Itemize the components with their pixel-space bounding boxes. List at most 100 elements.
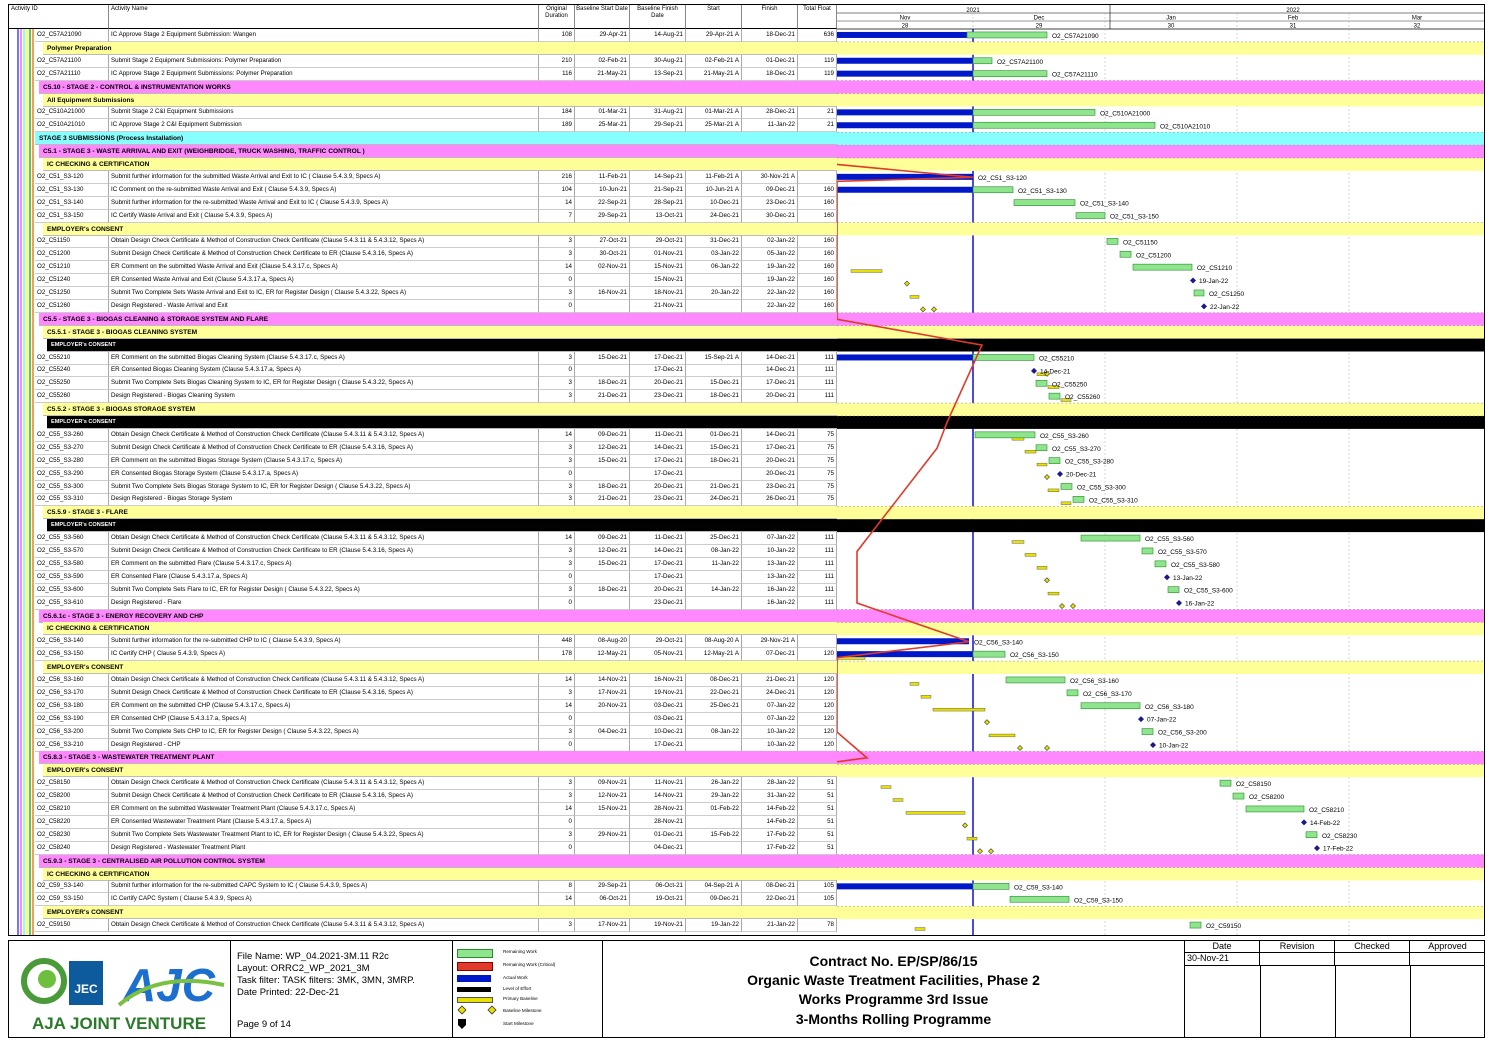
remaining-bar[interactable] [1167, 586, 1180, 593]
activity-row[interactable]: O2_C51_S3-140 Submit further information … [9, 196, 837, 210]
wbs-band[interactable]: C5.8.3 - STAGE 3 - WASTEWATER TREATMENT … [39, 751, 837, 765]
wbs-band[interactable]: EMPLOYER's CONSENT [43, 906, 837, 920]
wbs-band[interactable]: C5.9.3 - STAGE 3 - CENTRALISED AIR POLLU… [39, 854, 837, 868]
remaining-bar[interactable] [972, 109, 1096, 116]
actual-bar[interactable] [837, 638, 969, 645]
wbs-band[interactable]: EMPLOYER's CONSENT [47, 416, 837, 429]
remaining-bar[interactable] [966, 31, 1048, 39]
wbs-band[interactable]: IC CHECKING & CERTIFICATION [43, 622, 837, 636]
activity-row[interactable]: O2_C55_S3-610 Design Registered - Flare 0 2… [9, 596, 837, 610]
activity-row[interactable]: O2_C58240 Design Registered - Wastewater … [9, 841, 837, 855]
remaining-bar[interactable] [1005, 676, 1066, 684]
activity-row[interactable]: O2_C51210 ER Comment on the submitted Was… [9, 261, 837, 275]
remaining-bar[interactable] [1009, 895, 1070, 903]
wbs-band[interactable]: IC CHECKING & CERTIFICATION [43, 867, 837, 881]
remaining-bar[interactable] [1232, 792, 1245, 800]
activity-row[interactable]: O2_C51260 Design Registered - Waste Arriv… [9, 299, 837, 313]
activity-row[interactable]: O2_C55_S3-290 ER Consented Biogas Storage… [9, 467, 837, 481]
remaining-bar[interactable] [972, 121, 1156, 129]
remaining-bar[interactable] [1119, 250, 1132, 258]
activity-row[interactable]: O2_C56_S3-160 Obtain Design Check Certifi… [9, 674, 837, 687]
col-activity-id-header[interactable]: Activity ID [9, 5, 109, 29]
remaining-bar[interactable] [972, 57, 993, 65]
actual-bar[interactable] [837, 109, 973, 116]
activity-row[interactable]: O2_C55_S3-270 Submit Design Check Certifi… [9, 441, 837, 455]
remaining-bar[interactable] [1189, 921, 1202, 929]
actual-bar[interactable] [837, 31, 967, 38]
activity-row[interactable]: O2_C56_S3-190 ER Consented CHP (Clause 5.… [9, 712, 837, 726]
activity-row[interactable]: O2_C55_S3-260 Obtain Design Check Certifi… [9, 428, 837, 442]
activity-row[interactable]: O2_C57A21100 Submit Stage 2 Equipment Sub… [9, 54, 837, 68]
activity-row[interactable]: O2_C55_S3-570 Submit Design Check Certifi… [9, 545, 837, 558]
activity-row[interactable]: O2_C55250 Submit Two Complete Sets Biogas… [9, 377, 837, 391]
remaining-bar[interactable] [1080, 534, 1141, 542]
activity-row[interactable]: O2_C58230 Submit Two Complete Sets Wastew… [9, 828, 837, 842]
wbs-band[interactable]: EMPLOYER's CONSENT [47, 338, 837, 352]
activity-row[interactable]: O2_C58200 Submit Design Check Certificate… [9, 790, 837, 804]
activity-row[interactable]: O2_C55260 Design Registered - Biogas Clea… [9, 390, 837, 404]
wbs-band[interactable]: C5.6.1c - STAGE 3 - ENERGY RECOVERY AND … [39, 609, 837, 623]
actual-bar[interactable] [837, 186, 973, 193]
activity-row[interactable]: O2_C55_S3-310 Design Registered - Biogas … [9, 493, 837, 507]
milestone[interactable] [1057, 471, 1063, 478]
activity-row[interactable]: O2_C51240 ER Consented Waste Arrival and … [9, 274, 837, 288]
wbs-band[interactable]: STAGE 3 SUBMISSIONS (Process Installatio… [35, 132, 837, 146]
remaining-bar[interactable] [1035, 444, 1048, 452]
activity-row[interactable]: O2_C58150 Obtain Design Check Certificate… [9, 777, 837, 791]
remaining-bar[interactable] [1219, 779, 1232, 787]
milestone[interactable] [1176, 600, 1182, 607]
wbs-band[interactable]: EMPLOYER's CONSENT [43, 222, 837, 236]
activity-row[interactable]: O2_C55_S3-300 Submit Two Complete Sets Bi… [9, 480, 837, 494]
activity-row[interactable]: O2_C56_S3-150 IC Certify CHP ( Clause 5.4… [9, 648, 837, 662]
actual-bar[interactable] [837, 57, 973, 64]
activity-row[interactable]: O2_C55_S3-560 Obtain Design Check Certifi… [9, 532, 837, 546]
remaining-bar[interactable] [1141, 728, 1154, 735]
activity-row[interactable]: O2_C510A21000 Submit Stage 2 C&I Equipmen… [9, 106, 837, 120]
activity-row[interactable]: O2_C56_S3-210 Design Registered - CHP 0 17-… [9, 738, 837, 752]
activity-row[interactable]: O2_C51_S3-130 IC Comment on the re-submit… [9, 183, 837, 197]
activity-row[interactable]: O2_C51_S3-120 Submit further information … [9, 170, 837, 184]
actual-bar[interactable] [837, 651, 973, 658]
actual-bar[interactable] [837, 173, 973, 180]
activity-row[interactable]: O2_C51150 Obtain Design Check Certificate… [9, 235, 837, 249]
remaining-bar[interactable] [972, 354, 1035, 361]
remaining-bar[interactable] [972, 70, 1048, 77]
col-start-header[interactable]: Start [686, 5, 742, 29]
activity-row[interactable]: O2_C59_S3-150 IC Certify CAPC System ( Cl… [9, 893, 837, 907]
remaining-bar[interactable] [972, 186, 1014, 194]
actual-bar[interactable] [837, 122, 973, 129]
remaining-bar[interactable] [972, 650, 1006, 658]
wbs-band[interactable]: EMPLOYER's CONSENT [43, 661, 837, 675]
activity-row[interactable]: O2_C56_S3-170 Submit Design Check Certifi… [9, 686, 837, 700]
actual-bar[interactable] [837, 883, 973, 890]
activity-row[interactable]: O2_C57A21090 IC Approve Stage 2 Equipment… [9, 29, 837, 42]
col-activity-name-header[interactable]: Activity Name [109, 5, 539, 29]
milestone[interactable] [1301, 819, 1307, 826]
activity-row[interactable]: O2_C51_S3-150 IC Certify Waste Arrival an… [9, 209, 837, 223]
activity-row[interactable]: O2_C56_S3-140 Submit further information … [9, 635, 837, 649]
activity-row[interactable]: O2_C51250 Submit Two Complete Sets Waste … [9, 287, 837, 300]
wbs-band[interactable]: All Equipment Submissions [43, 93, 837, 107]
col-baseline-start-header[interactable]: Baseline Start Date [575, 5, 630, 29]
activity-row[interactable]: O2_C510A21010 IC Approve Stage 2 C&I Equi… [9, 119, 837, 133]
activity-row[interactable]: O2_C55240 ER Consented Biogas Cleaning Sy… [9, 364, 837, 378]
actual-bar[interactable] [837, 70, 973, 77]
milestone[interactable] [1201, 303, 1207, 310]
activity-row[interactable]: O2_C55_S3-280 ER Comment on the submitted… [9, 454, 837, 468]
remaining-bar[interactable] [1048, 392, 1061, 400]
activity-row[interactable]: O2_C58210 ER Comment on the submitted Was… [9, 803, 837, 816]
wbs-band[interactable]: C5.5.1 - STAGE 3 - BIOGAS CLEANING SYSTE… [43, 325, 837, 339]
activity-row[interactable]: O2_C55_S3-590 ER Consented Flare (Clause … [9, 570, 837, 584]
remaining-bar[interactable] [1066, 689, 1079, 697]
remaining-bar[interactable] [1035, 379, 1048, 387]
activity-row[interactable]: O2_C55_S3-600 Submit Two Complete Sets Fl… [9, 583, 837, 597]
activity-row[interactable]: O2_C57A21110 IC Approve Stage 2 Equipment… [9, 67, 837, 81]
remaining-bar[interactable] [1245, 805, 1305, 813]
wbs-band[interactable]: C5.5.2 - STAGE 3 - BIOGAS STORAGE SYSTEM [43, 403, 837, 417]
activity-row[interactable]: O2_C59150 Obtain Design Check Certificate… [9, 919, 837, 933]
wbs-band[interactable]: EMPLOYER's CONSENT [47, 519, 837, 533]
remaining-bar[interactable] [1106, 238, 1119, 245]
remaining-bar[interactable] [1141, 547, 1154, 555]
activity-row[interactable]: O2_C51200 Submit Design Check Certificate… [9, 248, 837, 262]
activity-row[interactable]: O2_C55_S3-580 ER Comment on the submitted… [9, 557, 837, 571]
